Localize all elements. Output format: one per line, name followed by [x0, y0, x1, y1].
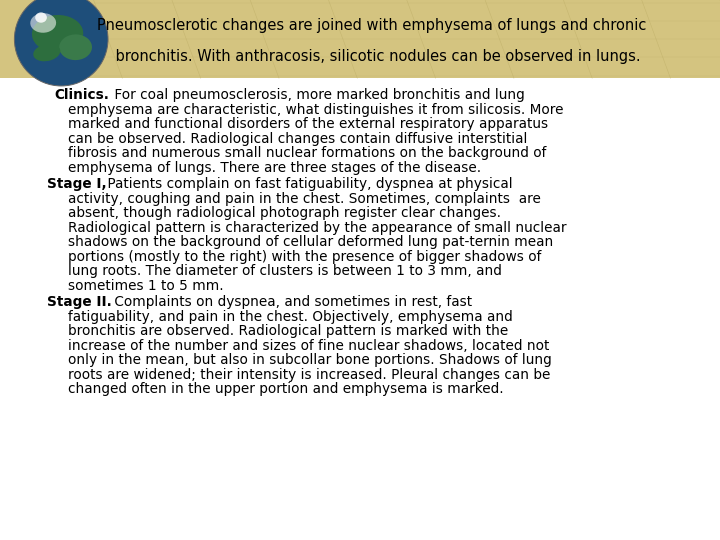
Text: bronchitis are observed. Radiological pattern is marked with the: bronchitis are observed. Radiological pa… — [68, 325, 508, 339]
Bar — [0, 0, 720, 78]
Text: marked and functional disorders of the external respiratory apparatus: marked and functional disorders of the e… — [68, 117, 549, 131]
Text: Stage I,: Stage I, — [47, 177, 107, 191]
Text: For coal pneumosclerosis, more marked bronchitis and lung: For coal pneumosclerosis, more marked br… — [110, 88, 525, 102]
Text: absent, though radiological photograph register clear changes.: absent, though radiological photograph r… — [68, 206, 501, 220]
Text: emphysema of lungs. There are three stages of the disease.: emphysema of lungs. There are three stag… — [68, 160, 482, 174]
Text: roots are widened; their intensity is increased. Pleural changes can be: roots are widened; their intensity is in… — [68, 368, 551, 382]
Text: sometimes 1 to 5 mm.: sometimes 1 to 5 mm. — [68, 279, 224, 293]
Text: increase of the number and sizes of fine nuclear shadows, located not: increase of the number and sizes of fine… — [68, 339, 550, 353]
Text: activity, coughing and pain in the chest. Sometimes, complaints  are: activity, coughing and pain in the chest… — [68, 192, 541, 206]
Ellipse shape — [33, 44, 60, 62]
Ellipse shape — [32, 15, 84, 52]
Ellipse shape — [14, 0, 108, 86]
Ellipse shape — [59, 35, 92, 60]
Text: fatiguability, and pain in the chest. Objectively, emphysema and: fatiguability, and pain in the chest. Ob… — [68, 310, 513, 324]
Text: emphysema are characteristic, what distinguishes it from silicosis. More: emphysema are characteristic, what disti… — [68, 103, 564, 117]
Ellipse shape — [30, 13, 56, 33]
Text: shadows on the background of cellular deformed lung pat-ternin mean: shadows on the background of cellular de… — [68, 235, 554, 249]
Text: Clinics.: Clinics. — [54, 88, 109, 102]
Text: can be observed. Radiological changes contain diffusive interstitial: can be observed. Radiological changes co… — [68, 132, 528, 146]
Ellipse shape — [57, 18, 80, 33]
Text: Patients complain on fast fatiguability, dyspnea at physical: Patients complain on fast fatiguability,… — [103, 177, 513, 191]
Text: lung roots. The diameter of clusters is between 1 to 3 mm, and: lung roots. The diameter of clusters is … — [68, 264, 503, 278]
Text: fibrosis and numerous small nuclear formations on the background of: fibrosis and numerous small nuclear form… — [68, 146, 546, 160]
Text: Complaints on dyspnea, and sometimes in rest, fast: Complaints on dyspnea, and sometimes in … — [110, 295, 472, 309]
Ellipse shape — [35, 12, 47, 23]
Text: bronchitis. With anthracosis, silicotic nodules can be observed in lungs.: bronchitis. With anthracosis, silicotic … — [97, 49, 641, 64]
Text: only in the mean, but also in subcollar bone portions. Shadows of lung: only in the mean, but also in subcollar … — [68, 353, 552, 367]
Text: Stage II.: Stage II. — [47, 295, 112, 309]
Text: Radiological pattern is characterized by the appearance of small nuclear: Radiological pattern is characterized by… — [68, 221, 567, 235]
Text: Pneumosclerotic changes are joined with emphysema of lungs and chronic: Pneumosclerotic changes are joined with … — [97, 18, 647, 33]
Text: portions (mostly to the right) with the presence of bigger shadows of: portions (mostly to the right) with the … — [68, 249, 541, 264]
Text: changed often in the upper portion and emphysema is marked.: changed often in the upper portion and e… — [68, 382, 504, 396]
